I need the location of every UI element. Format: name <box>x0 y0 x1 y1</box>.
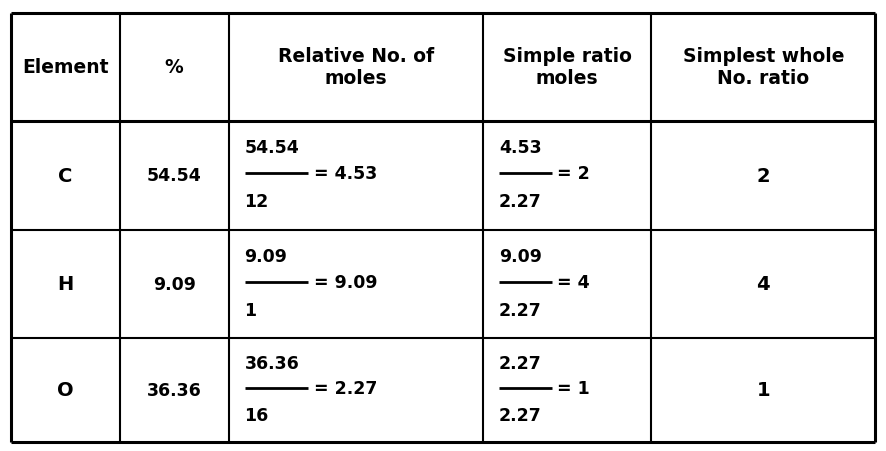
Text: H: H <box>57 275 74 294</box>
Text: 16: 16 <box>245 406 268 424</box>
Text: 9.09: 9.09 <box>499 247 541 265</box>
Text: 2.27: 2.27 <box>499 354 541 372</box>
Text: 2: 2 <box>757 166 770 185</box>
Text: 12: 12 <box>245 193 268 211</box>
Text: 2.27: 2.27 <box>499 406 541 424</box>
Text: = 9.09: = 9.09 <box>314 273 377 291</box>
Text: 54.54: 54.54 <box>245 139 299 157</box>
Text: 4.53: 4.53 <box>499 139 541 157</box>
Text: 36.36: 36.36 <box>147 381 201 399</box>
Text: 1: 1 <box>245 301 257 319</box>
Text: O: O <box>57 381 74 400</box>
Text: Relative No. of
moles: Relative No. of moles <box>277 47 434 88</box>
Text: %: % <box>165 58 183 77</box>
Text: 2.27: 2.27 <box>499 193 541 211</box>
Text: Simple ratio
moles: Simple ratio moles <box>502 47 632 88</box>
Text: = 4: = 4 <box>557 273 590 291</box>
Text: = 1: = 1 <box>557 379 590 397</box>
Text: 36.36: 36.36 <box>245 354 299 372</box>
Text: 1: 1 <box>757 381 770 400</box>
Text: 9.09: 9.09 <box>152 275 196 293</box>
Text: Element: Element <box>22 58 108 77</box>
Text: 4: 4 <box>757 275 770 294</box>
Text: C: C <box>58 166 73 185</box>
Text: 54.54: 54.54 <box>147 167 201 185</box>
Text: = 2.27: = 2.27 <box>314 379 377 397</box>
Text: 2.27: 2.27 <box>499 301 541 319</box>
Text: = 2: = 2 <box>557 165 590 183</box>
Text: 9.09: 9.09 <box>245 247 287 265</box>
Text: = 4.53: = 4.53 <box>314 165 377 183</box>
Text: Simplest whole
No. ratio: Simplest whole No. ratio <box>682 47 844 88</box>
